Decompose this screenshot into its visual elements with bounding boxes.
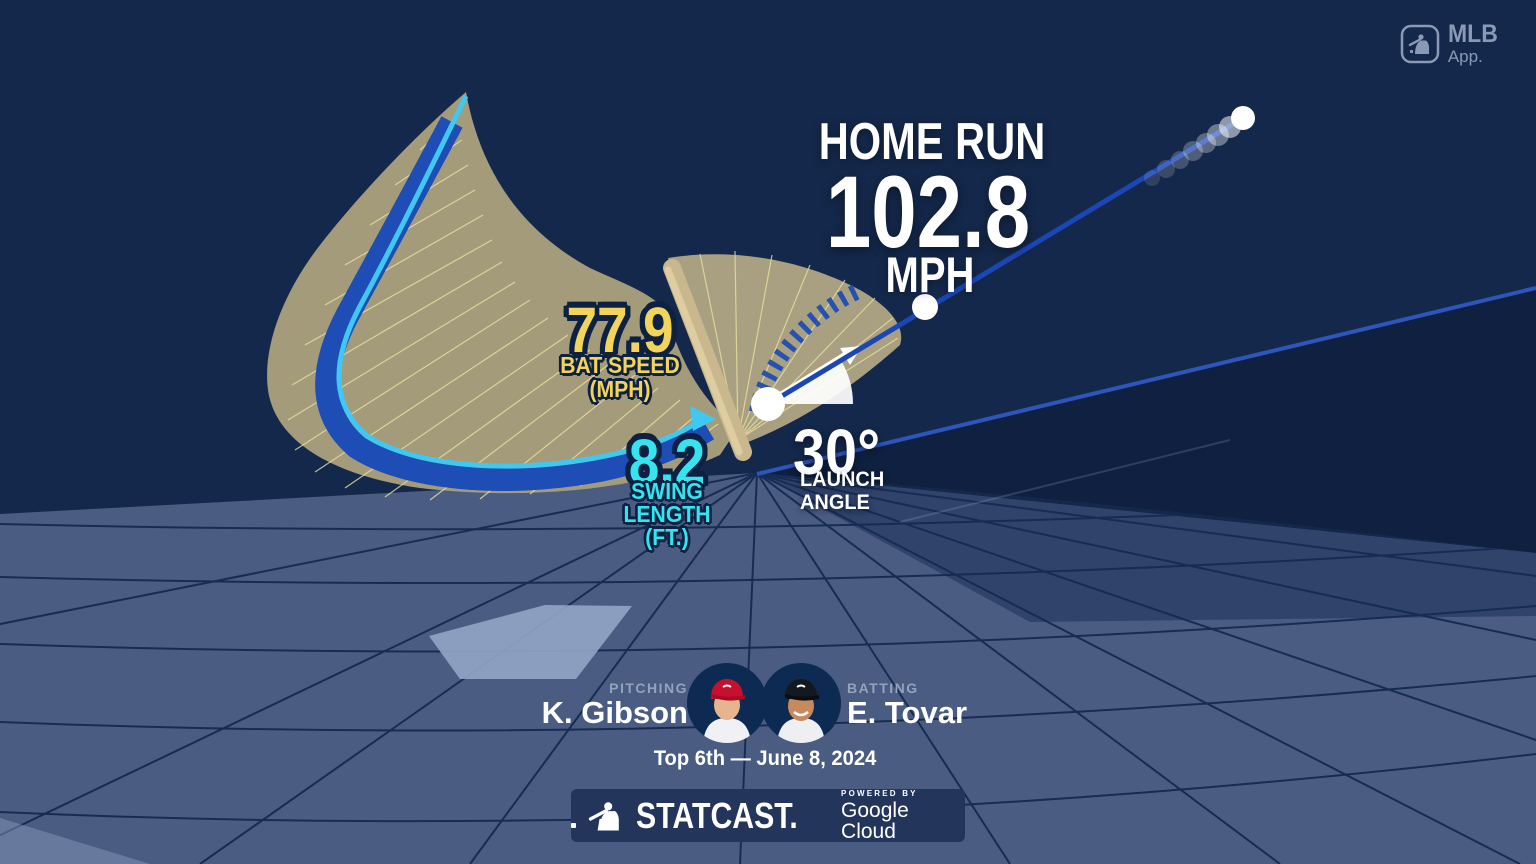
bat: [663, 259, 752, 461]
barrel-path-line: [336, 94, 699, 469]
mlb-app-title: MLB: [1447, 20, 1498, 48]
swing-length-unit-label: (FT.): [645, 524, 689, 550]
google-cloud-lockup: POWERED BY Google Cloud: [841, 788, 965, 843]
event-label: HOME RUN: [818, 113, 1046, 171]
tracked-ball: [912, 294, 938, 320]
launch-angle-value: 30°: [793, 416, 881, 488]
statcast-dot: [571, 823, 576, 828]
pitching-label: PITCHING: [609, 680, 688, 696]
pitcher-avatar-art: [687, 663, 767, 743]
batter-avatar-art: [761, 663, 841, 743]
home-plate: [429, 605, 632, 679]
statcast-banner: STATCAST. POWERED BY Google Cloud: [571, 789, 965, 842]
barrel-ribbon: [315, 116, 715, 491]
bat-speed-value: 77.9: [566, 294, 674, 366]
exit-velocity-unit: MPH: [885, 247, 975, 303]
swing-length-label-1: SWING: [631, 478, 703, 504]
ground-shadow-band: [757, 473, 1536, 622]
mlb-app-subtitle: App.: [1447, 47, 1483, 66]
ground-reflection-line: [899, 439, 1231, 523]
batter-name: E. Tovar: [847, 695, 968, 730]
mlb-batter-logo: [588, 801, 619, 830]
outfield-wall-wedge: [757, 288, 1536, 553]
launch-angle-label-1: LAUNCH: [800, 468, 885, 491]
powered-by-label: POWERED BY: [841, 788, 918, 798]
swing-length-label-2: LENGTH: [623, 501, 711, 527]
mlb-app-icon: [1400, 24, 1440, 63]
pitcher-avatar: [687, 663, 767, 743]
ball-trail: [1144, 106, 1255, 186]
ball-trajectory-line: [770, 115, 1245, 405]
pitcher-name: K. Gibson: [541, 695, 688, 730]
barrel-path-arrowhead: [690, 406, 716, 431]
exit-velocity-value: 102.8: [825, 155, 1031, 269]
wall-top-line: [756, 286, 1536, 476]
swing-length-value: 8.2: [628, 426, 706, 498]
mlb-app-badge: MLB App.: [1400, 22, 1502, 65]
batting-label: BATTING: [847, 680, 919, 696]
launch-angle-label-2: ANGLE: [800, 491, 870, 514]
bat-speed-unit-label: (MPH): [589, 376, 651, 402]
google-cloud-label: Google Cloud: [841, 798, 909, 843]
foul-ground-patch: [0, 818, 150, 864]
statcast-wordmark: STATCAST.: [636, 794, 799, 836]
game-context: Top 6th — June 8, 2024: [653, 747, 877, 770]
bat-speed-label: BAT SPEED: [560, 352, 680, 378]
batter-avatar: [761, 663, 841, 743]
contact-ball: [751, 387, 785, 421]
bat-highlight: [664, 266, 743, 456]
